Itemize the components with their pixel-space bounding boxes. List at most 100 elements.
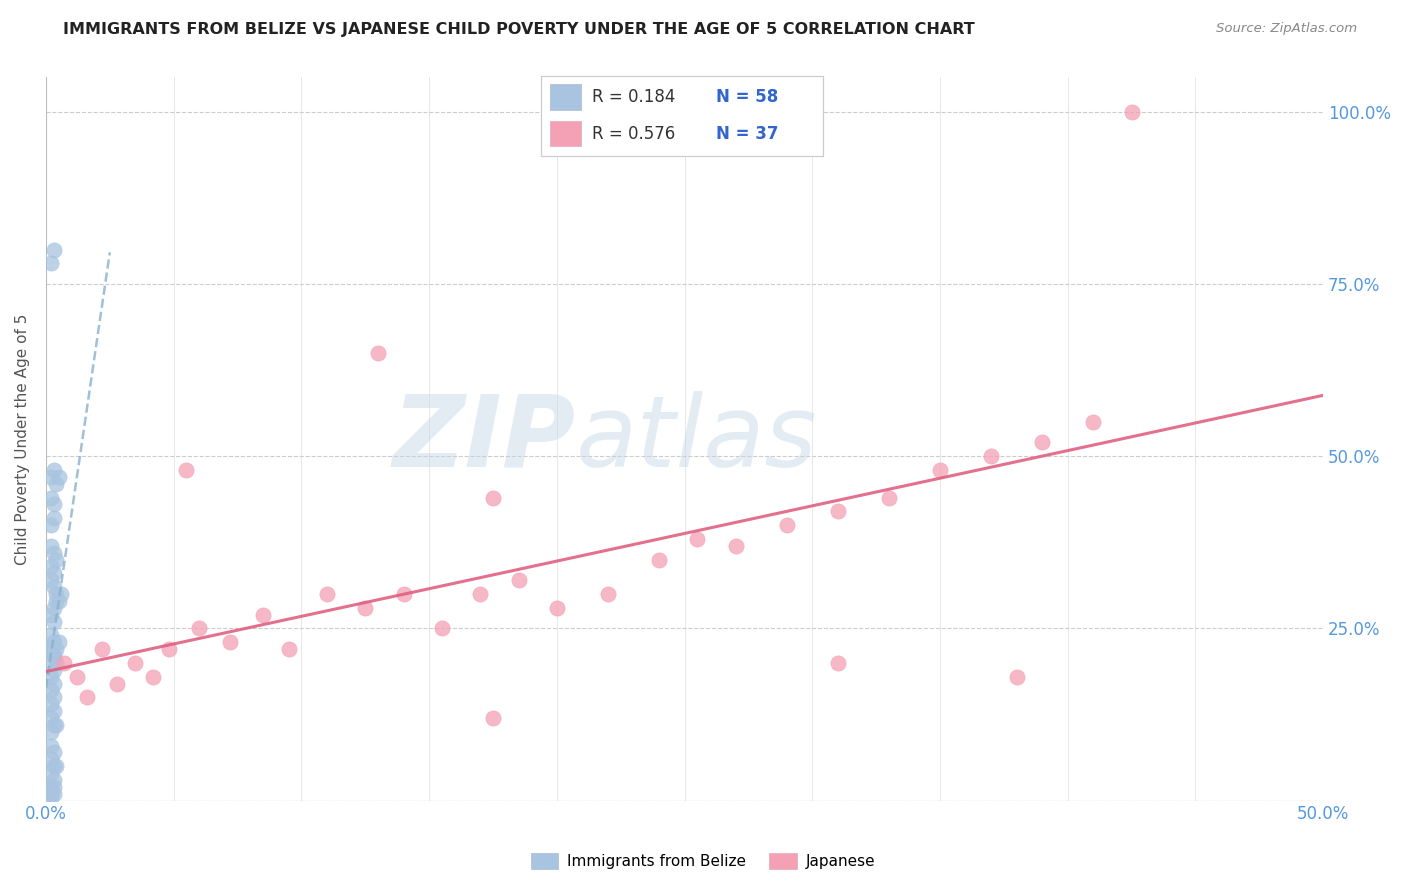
Point (430, 622, 453, 636)
Point (39, 739, 62, 753)
Point (39, 607, 62, 622)
Point (45, 594, 67, 608)
Point (76, 690, 98, 705)
Point (42, 718, 65, 732)
Point (45, 759, 67, 773)
Point (39, 787, 62, 801)
Point (39, 559, 62, 574)
Point (877, 491, 900, 505)
Point (124, 656, 146, 670)
Point (39, 752, 62, 766)
Point (52, 656, 75, 670)
Point (39, 573, 62, 587)
Point (107, 676, 129, 690)
Point (508, 573, 530, 587)
Point (42, 546, 65, 560)
Point (188, 622, 211, 636)
Point (252, 607, 274, 622)
Point (48, 635, 70, 649)
Point (45, 718, 67, 732)
Point (219, 635, 242, 649)
Point (39, 670, 62, 684)
Point (65, 670, 87, 684)
Point (45, 656, 67, 670)
Point (39, 256, 62, 270)
Point (39, 788, 62, 802)
FancyBboxPatch shape (550, 120, 581, 146)
Point (42, 787, 65, 801)
Point (42, 511, 65, 525)
Text: N = 37: N = 37 (716, 126, 778, 144)
Point (42, 243, 65, 257)
Point (39, 642, 62, 657)
Point (42, 615, 65, 629)
Text: atlas: atlas (576, 391, 818, 488)
Legend: Immigrants from Belize, Japanese: Immigrants from Belize, Japanese (524, 847, 882, 875)
Point (48, 594, 70, 608)
Point (596, 587, 619, 601)
Text: R = 0.576: R = 0.576 (592, 126, 675, 144)
Point (42, 676, 65, 690)
Point (39, 539, 62, 553)
Point (42, 648, 65, 663)
Point (354, 600, 377, 615)
Text: N = 58: N = 58 (716, 88, 778, 106)
Point (39, 491, 62, 505)
Text: IMMIGRANTS FROM BELIZE VS JAPANESE CHILD POVERTY UNDER THE AGE OF 5 CORRELATION : IMMIGRANTS FROM BELIZE VS JAPANESE CHILD… (63, 22, 974, 37)
Text: R = 0.184: R = 0.184 (592, 88, 675, 106)
Point (1005, 670, 1028, 684)
Point (39, 724, 62, 739)
Point (39, 518, 62, 533)
Point (42, 704, 65, 718)
Point (42, 780, 65, 794)
Point (48, 470, 70, 484)
Point (367, 346, 389, 360)
Point (42, 648, 65, 663)
Point (1031, 435, 1053, 450)
Point (39, 711, 62, 725)
Point (157, 642, 180, 657)
Point (648, 552, 671, 566)
Point (39, 642, 62, 657)
Point (546, 600, 568, 615)
Point (42, 690, 65, 705)
Point (39, 628, 62, 642)
Y-axis label: Child Poverty Under the Age of 5: Child Poverty Under the Age of 5 (15, 313, 30, 565)
Point (42, 600, 65, 615)
Point (316, 587, 339, 601)
Point (39, 656, 62, 670)
Point (42, 759, 65, 773)
Point (724, 539, 747, 553)
Point (42, 635, 65, 649)
Point (42, 498, 65, 512)
Point (45, 587, 67, 601)
Point (39, 470, 62, 484)
Point (42, 463, 65, 477)
Point (45, 552, 67, 566)
Point (482, 491, 505, 505)
Point (42, 663, 65, 677)
Point (1121, 104, 1143, 119)
Point (776, 518, 799, 533)
Point (42, 772, 65, 787)
Point (142, 670, 165, 684)
Point (827, 504, 849, 518)
Point (39, 697, 62, 711)
Point (392, 587, 415, 601)
Point (39, 766, 62, 780)
FancyBboxPatch shape (550, 84, 581, 110)
Point (176, 463, 198, 477)
Point (470, 587, 492, 601)
Point (827, 656, 849, 670)
Point (39, 683, 62, 698)
Point (42, 566, 65, 581)
Text: Source: ZipAtlas.com: Source: ZipAtlas.com (1216, 22, 1357, 36)
Point (277, 642, 299, 657)
Point (91, 642, 114, 657)
Point (482, 711, 505, 725)
Point (39, 780, 62, 794)
Point (980, 449, 1002, 463)
Point (686, 532, 709, 546)
Point (45, 476, 67, 491)
Point (51, 587, 73, 601)
